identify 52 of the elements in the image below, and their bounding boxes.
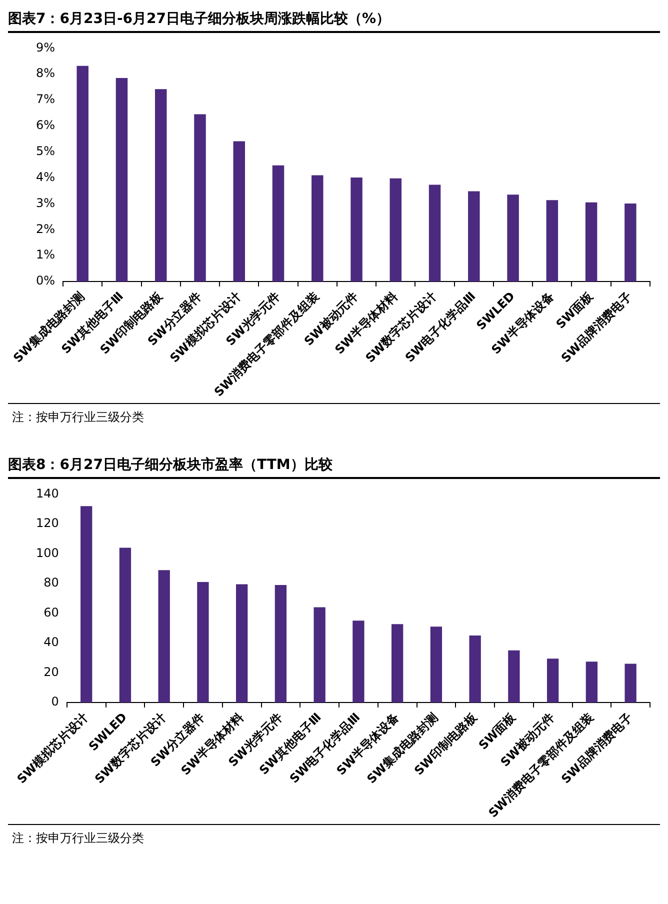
bar: [546, 200, 558, 282]
y-tick-label: 140: [36, 486, 59, 500]
bar: [274, 584, 287, 702]
y-tick-label: 0%: [36, 274, 56, 288]
y-tick-label: 0: [51, 694, 59, 709]
bar: [624, 664, 636, 702]
y-tick-label: 8%: [36, 66, 56, 80]
y-tick-label: 1%: [36, 248, 56, 262]
text: 注：按申万行业三级分类: [12, 409, 145, 426]
bar: [116, 78, 128, 282]
bar: [546, 658, 559, 702]
bar: [469, 636, 481, 702]
y-tick-label: 3%: [36, 196, 56, 210]
y-tick-label: 80: [44, 576, 59, 590]
bar: [585, 202, 598, 282]
bar: [158, 570, 170, 702]
y-tick-label: 9%: [36, 40, 56, 54]
y-tick-label: 7%: [36, 92, 56, 106]
y-tick-label: 4%: [36, 170, 56, 184]
bar: [430, 626, 442, 702]
bar: [236, 584, 248, 702]
bar: [76, 66, 88, 282]
bar: [507, 194, 519, 282]
text: 注：按申万行业三级分类: [12, 830, 145, 847]
bar: [312, 175, 324, 282]
bar: [80, 506, 92, 702]
bar: [352, 620, 364, 702]
chart-title: 图表7：6月23日-6月27日电子细分板块周涨跌幅比较（%）: [8, 8, 660, 33]
bar: [197, 582, 209, 702]
y-tick-label: 5%: [36, 144, 56, 158]
y-tick-label: 100: [36, 546, 59, 560]
y-tick-label: 40: [44, 635, 59, 650]
bar: [390, 178, 402, 282]
bar: [350, 178, 362, 282]
bar: [233, 141, 245, 282]
bar: [194, 114, 206, 282]
bar: [624, 203, 636, 282]
bar: [586, 662, 598, 702]
bar: [154, 89, 167, 282]
bar: [314, 607, 326, 702]
y-tick-label: 20: [44, 664, 59, 679]
bar: [391, 624, 404, 702]
chart-title: 图表8：6月27日电子细分板块市盈率（TTM）比较: [8, 454, 660, 479]
y-tick-label: 60: [44, 605, 59, 620]
y-tick-label: 2%: [36, 222, 56, 236]
bar: [468, 191, 480, 282]
y-tick-label: 6%: [36, 118, 56, 132]
bar: [428, 184, 441, 282]
bar: [272, 165, 284, 282]
bar: [508, 650, 520, 702]
bar: [119, 548, 132, 702]
y-tick-label: 120: [36, 516, 59, 530]
